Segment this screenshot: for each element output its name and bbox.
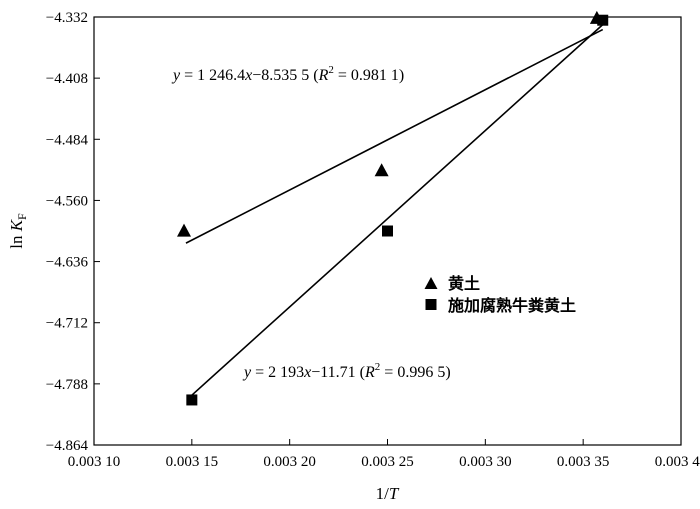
y-tick-label: −4.332: [46, 10, 88, 26]
data-point-triangle: [177, 223, 192, 237]
x-tick-label: 0.003 20: [263, 454, 316, 470]
fit-lines-layer: [185, 22, 606, 396]
legend-square-marker: [425, 299, 437, 310]
y-tick-label: −4.864: [46, 438, 89, 454]
data-point-square: [186, 394, 198, 406]
points-layer: [177, 10, 609, 406]
x-tick-label: 0.003 25: [361, 454, 414, 470]
legend-label-manure-loess: 施加腐熟牛粪黄土: [448, 296, 576, 315]
x-tick-label: 0.003 40: [655, 454, 700, 470]
data-point-triangle: [374, 163, 389, 177]
fit-line-series-0: [185, 28, 604, 244]
equation-manure-loess: y = 2 193x−11.71 (R2 = 0.996 5): [242, 361, 451, 381]
y-tick-label: −4.484: [46, 132, 89, 148]
equation-loess: y = 1 246.4x−8.535 5 (R2 = 0.981 1): [171, 64, 404, 84]
legend-label-loess: 黄土: [448, 274, 480, 293]
x-tick-label: 0.003 35: [557, 454, 610, 470]
fit-line-series-1: [191, 22, 606, 396]
data-point-square: [597, 14, 609, 26]
y-axis-label: ln KF: [7, 213, 29, 249]
y-tick-label: −4.788: [46, 377, 88, 393]
y-tick-label: −4.712: [46, 316, 88, 332]
y-tick-label: −4.636: [46, 255, 89, 271]
x-tick-label: 0.003 30: [459, 454, 512, 470]
y-tick-label: −4.560: [46, 193, 88, 209]
x-axis-label: 1/T: [376, 484, 400, 503]
ticks-layer: 0.003 10 0.003 15 0.003 20 0.003 25 0.003 30…: [46, 10, 700, 470]
legend: 黄土 施加腐熟牛粪黄土: [424, 274, 576, 315]
legend-triangle-marker: [424, 277, 438, 289]
y-tick-label: −4.408: [46, 71, 88, 87]
x-tick-label: 0.003 10: [68, 454, 121, 470]
x-tick-label: 0.003 15: [166, 454, 219, 470]
data-point-square: [382, 225, 393, 237]
